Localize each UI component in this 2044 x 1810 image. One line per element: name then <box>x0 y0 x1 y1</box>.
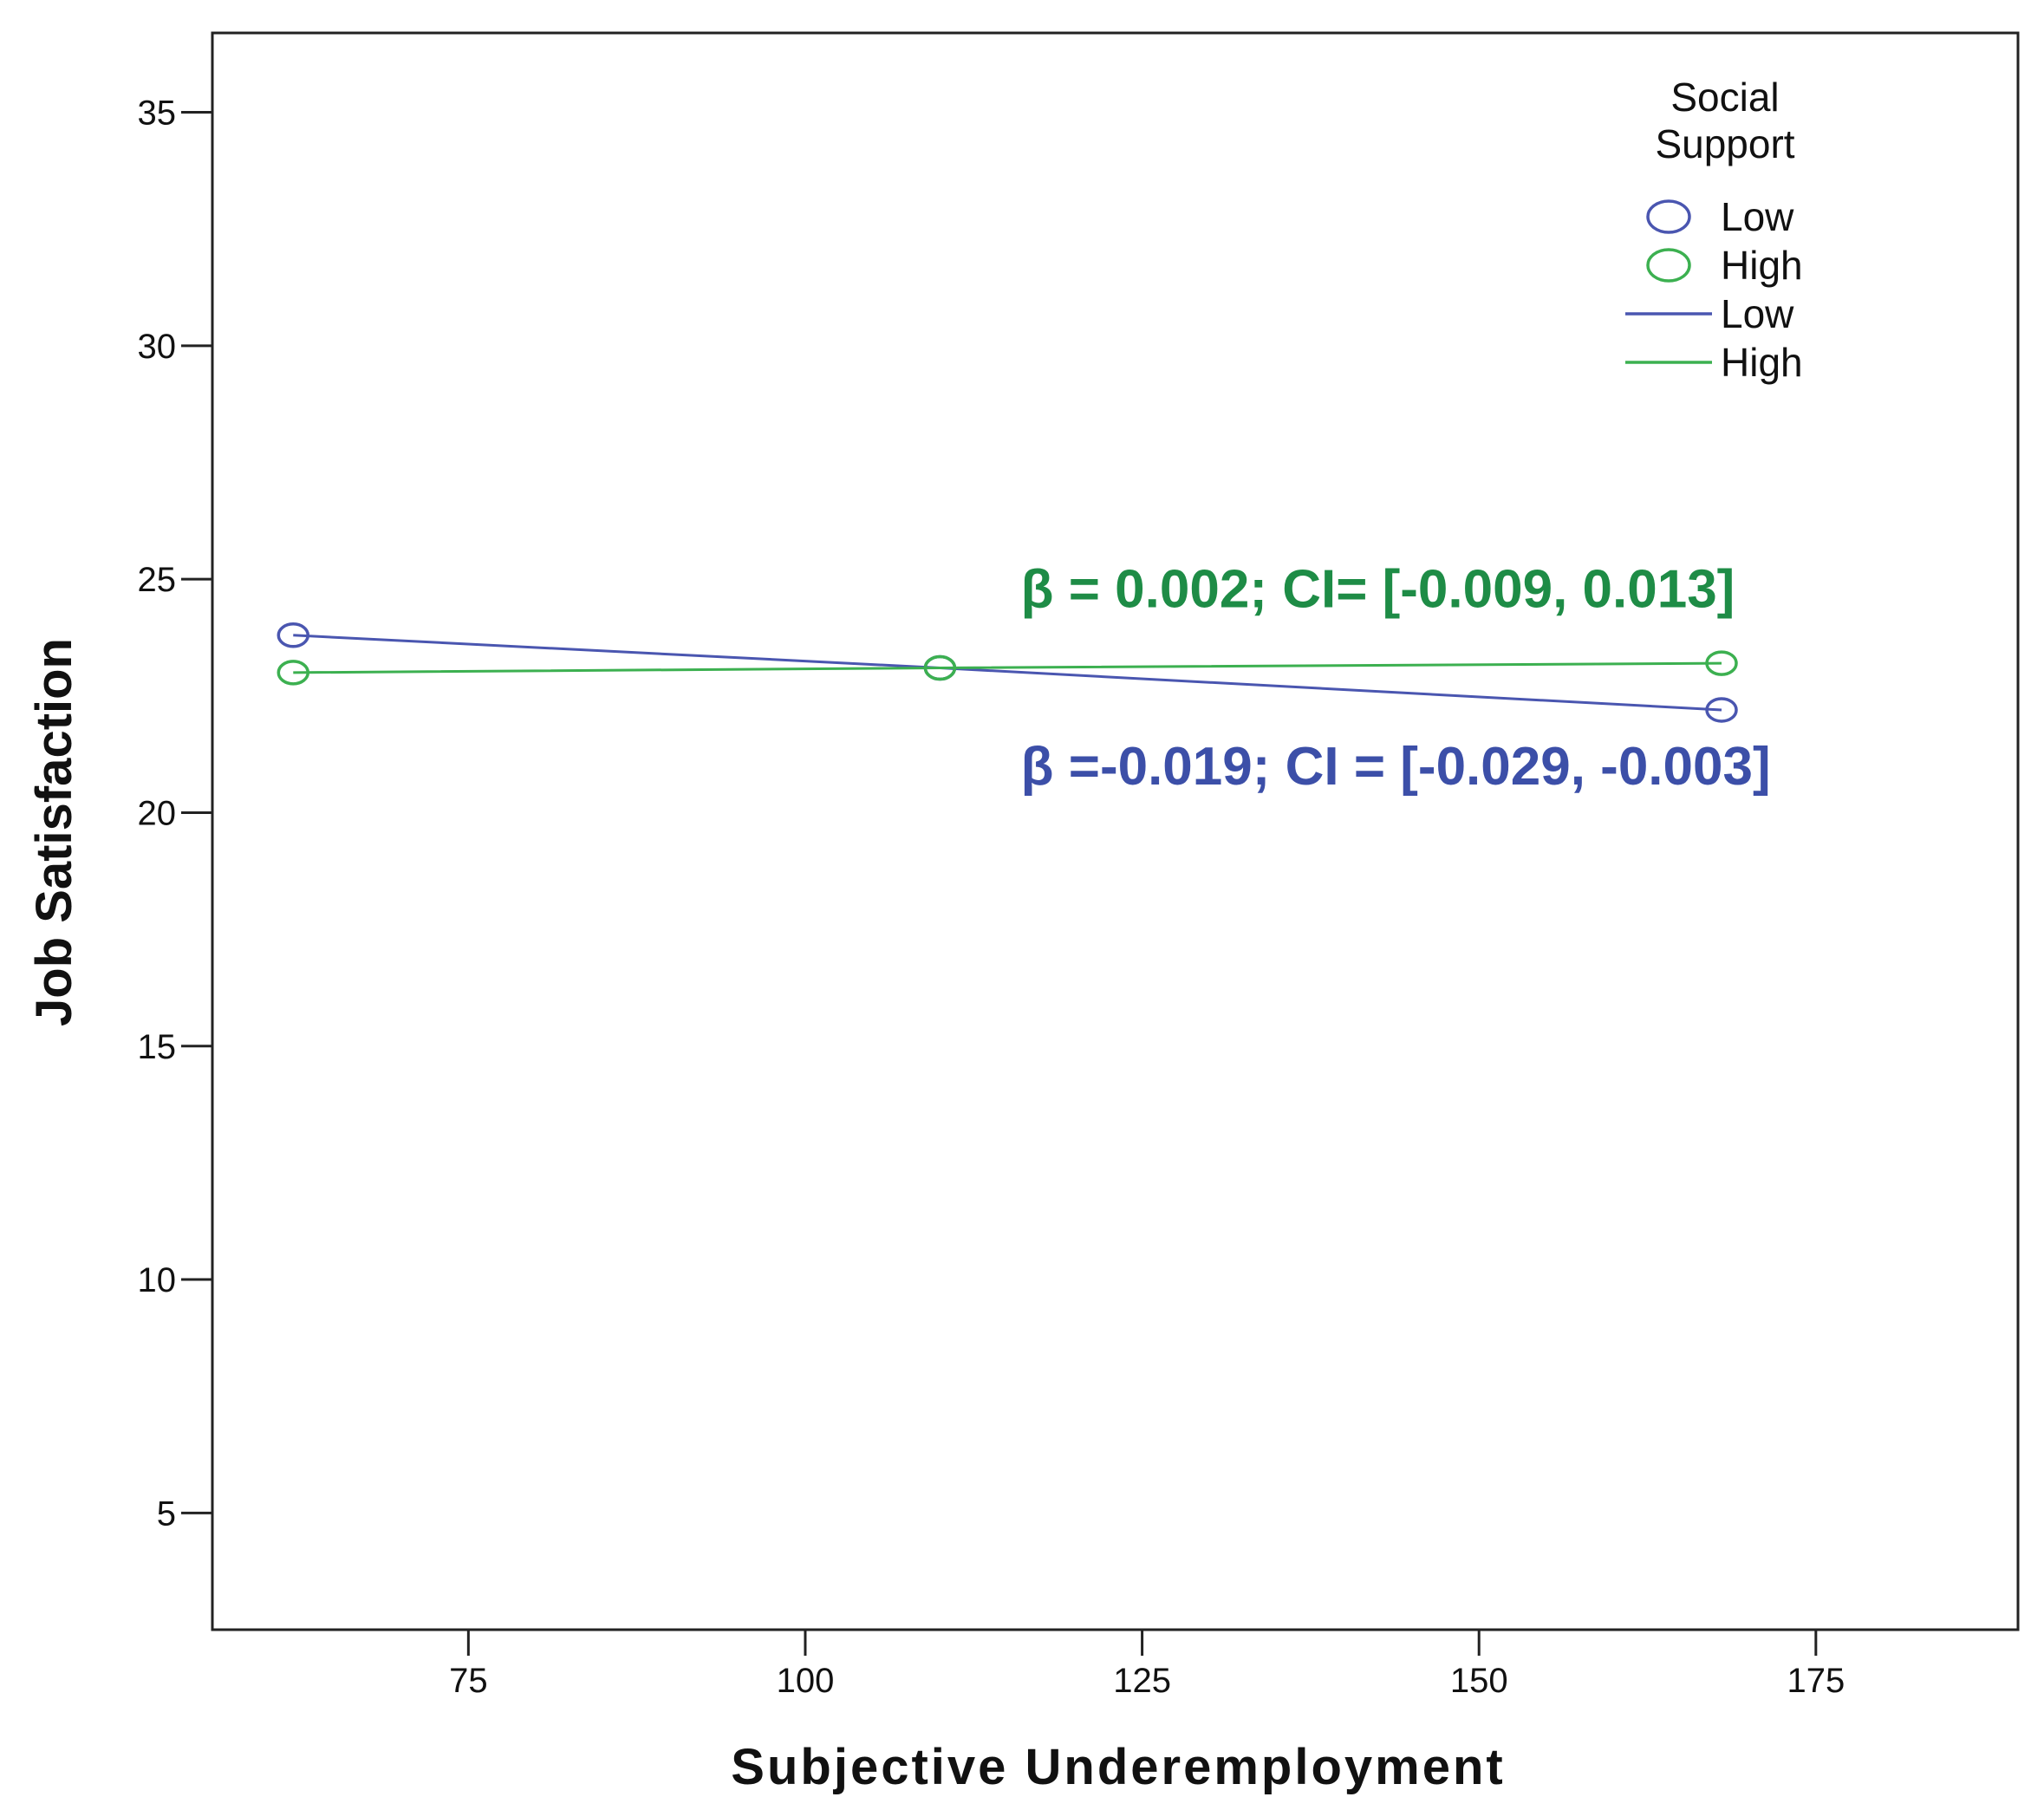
data-point-low <box>277 622 310 648</box>
x-tick-label: 175 <box>1787 1662 1845 1700</box>
y-tick-label: 5 <box>157 1494 176 1533</box>
annotation-high: β = 0.002; CI= [-0.009, 0.013] <box>1021 559 1735 619</box>
x-tick-label: 75 <box>449 1662 488 1700</box>
data-point-high <box>1705 650 1738 676</box>
legend-marker-low <box>1646 199 1691 234</box>
data-point-low <box>1705 697 1738 723</box>
series-line-high <box>293 661 1722 674</box>
plot-frame <box>211 31 2020 1631</box>
x-axis: 75 100 125 150 175 <box>449 1630 1845 1700</box>
data-point-high <box>923 654 957 681</box>
x-tick-label: 125 <box>1113 1662 1171 1700</box>
x-axis-title: Subjective Underemployment <box>731 1739 1505 1795</box>
x-tick-label: 150 <box>1450 1662 1508 1700</box>
legend-label: High <box>1721 340 1803 385</box>
legend-label: Low <box>1721 291 1794 336</box>
y-tick-label: 30 <box>138 328 177 366</box>
y-tick-label: 25 <box>138 561 177 599</box>
y-tick-label: 10 <box>138 1261 177 1299</box>
y-tick-label: 15 <box>138 1028 177 1066</box>
legend-label: High <box>1721 243 1803 288</box>
y-axis: 5 10 15 20 25 30 35 <box>138 94 212 1533</box>
annotation-low: β =-0.019; CI = [-0.029, -0.003] <box>1021 737 1771 797</box>
y-tick-label: 20 <box>138 794 177 832</box>
legend-title: Support <box>1655 121 1794 166</box>
y-axis-title: Job Satisfaction <box>26 638 82 1026</box>
series-layer <box>277 622 1738 723</box>
annotations: β = 0.002; CI= [-0.009, 0.013] β =-0.019;… <box>1021 559 1771 797</box>
data-point-high <box>277 660 310 686</box>
legend-marker-high <box>1646 248 1691 283</box>
legend-title: Social <box>1670 75 1779 120</box>
y-tick-label: 35 <box>138 94 177 133</box>
series-line-low <box>293 634 1722 712</box>
legend-label: Low <box>1721 194 1794 239</box>
x-tick-label: 100 <box>777 1662 835 1700</box>
